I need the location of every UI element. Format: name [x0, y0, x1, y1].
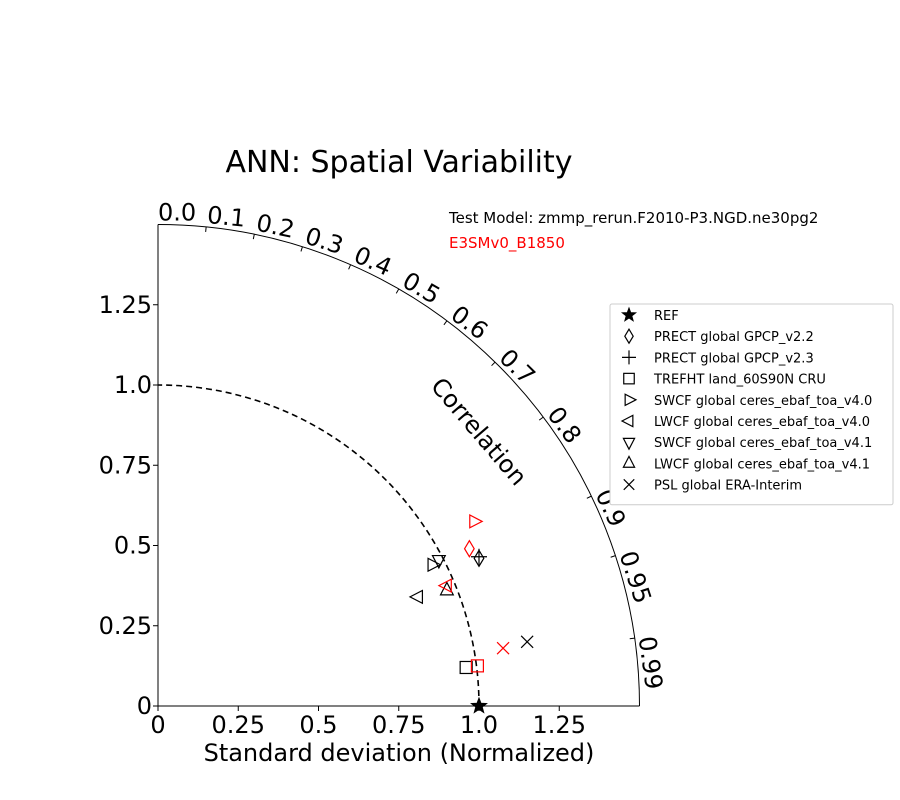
corr-tick-mark: [205, 226, 207, 232]
corr-tick-label: 0.6: [446, 300, 493, 345]
y-tick-label: 1.0: [114, 371, 152, 399]
y-tick-label: 1.25: [99, 291, 152, 319]
corr-tick-label: 0.4: [350, 241, 396, 282]
legend-marker-triangle-down: [622, 437, 636, 451]
legend-marker-diamond: [624, 328, 634, 345]
data-point-triangle-down: [431, 554, 447, 570]
corr-tick-mark: [586, 495, 592, 499]
legend-entry-label: PSL global ERA-Interim: [654, 479, 802, 494]
corr-tick-label: 0.99: [633, 634, 668, 691]
legend-marker-x: [623, 478, 635, 491]
y-tick-label: 0.5: [114, 532, 152, 560]
corr-tick-label: 0.0: [158, 199, 196, 227]
x-tick-label: 1.25: [533, 711, 586, 739]
legend-box: [609, 303, 894, 506]
data-point-triangle-left: [408, 589, 424, 605]
corr-tick-label: 0.1: [206, 201, 247, 233]
corr-tick-mark: [300, 246, 303, 252]
corr-tick-mark: [443, 320, 448, 326]
corr-tick-mark: [395, 288, 400, 294]
reference-std-arc: [157, 384, 480, 707]
legend-marker-triangle-right: [624, 393, 638, 407]
data-point-triangle-left: [437, 578, 452, 594]
axes: 0 0.25 0.5 0.75 1.0 1.25 0 0.25 0.5 0.75 1.0 1.25 0.…: [99, 199, 668, 740]
legend-entry-label: PRECT global GPCP_v2.3: [654, 351, 814, 366]
corr-tick-mark: [348, 264, 352, 270]
legend: REF PRECT global GPCP_v2.2 PRECT global GP…: [609, 303, 894, 506]
outer-arc: [157, 224, 640, 707]
data-point-plus: [471, 548, 487, 565]
data-point-star: [470, 696, 488, 714]
corr-tick-label: 0.8: [542, 402, 587, 449]
ref-model-label: E3SMv0_B1850: [449, 234, 565, 253]
corr-tick-label: 0.95: [614, 548, 657, 608]
legend-marker-plus: [622, 350, 636, 365]
legend-marker-triangle-left: [620, 414, 634, 428]
x-tick-label: 0: [150, 711, 165, 739]
corr-tick-mark: [491, 361, 496, 367]
legend-entry-label: PRECT global GPCP_v2.2: [654, 330, 814, 345]
legend-entry-label: LWCF global ceres_ebaf_toa_v4.1: [654, 457, 870, 472]
corr-tick-label: 0.7: [494, 344, 541, 391]
data-point-diamond: [473, 549, 485, 568]
corr-tick-mark: [610, 555, 616, 558]
data-points: [408, 514, 534, 714]
corr-tick-mark: [629, 637, 635, 640]
x-tick-label: 0.5: [299, 711, 337, 739]
legend-entry-label: SWCF global ceres_ebaf_toa_v4.1: [654, 436, 872, 451]
test-model-label: Test Model: zmmp_rerun.F2010-P3.NGD.ne30…: [448, 209, 818, 228]
x-tick-label: 0.75: [372, 711, 425, 739]
x-tick-label: 0.25: [212, 711, 265, 739]
y-tick-label: 0: [137, 692, 152, 720]
legend-entry-label: TREFHT land_60S90N CRU: [653, 373, 826, 388]
y-tick-label: 0.25: [99, 612, 152, 640]
legend-entry-label: REF: [654, 309, 679, 324]
y-tick-label: 0.75: [99, 451, 152, 479]
data-point-triangle-right: [469, 514, 484, 529]
legend-marker-triangle-up: [622, 455, 636, 468]
corr-axis-label: Correlation: [425, 372, 532, 491]
data-point-square: [459, 660, 473, 675]
legend-marker-square: [623, 372, 635, 385]
data-point-square: [470, 659, 484, 673]
corr-tick-mark: [538, 416, 544, 421]
x-tick-label: 1.0: [460, 711, 498, 739]
legend-entry-label: SWCF global ceres_ebaf_toa_v4.0: [654, 394, 872, 409]
data-point-triangle-right: [427, 557, 442, 573]
corr-tick-label: 0.3: [302, 222, 347, 260]
corr-tick-mark: [252, 234, 255, 240]
chart-title: ANN: Spatial Variability: [225, 145, 572, 180]
legend-marker-star: [620, 306, 638, 322]
corr-tick-label: 0.5: [398, 266, 445, 309]
legend-entry-label: LWCF global ceres_ebaf_toa_v4.0: [654, 415, 870, 430]
data-point-x: [520, 635, 534, 649]
corr-tick-label: 0.2: [254, 209, 297, 244]
x-axis-label: Standard deviation (Normalized): [204, 739, 595, 767]
data-point-x: [496, 641, 510, 655]
data-point-diamond: [463, 539, 475, 558]
